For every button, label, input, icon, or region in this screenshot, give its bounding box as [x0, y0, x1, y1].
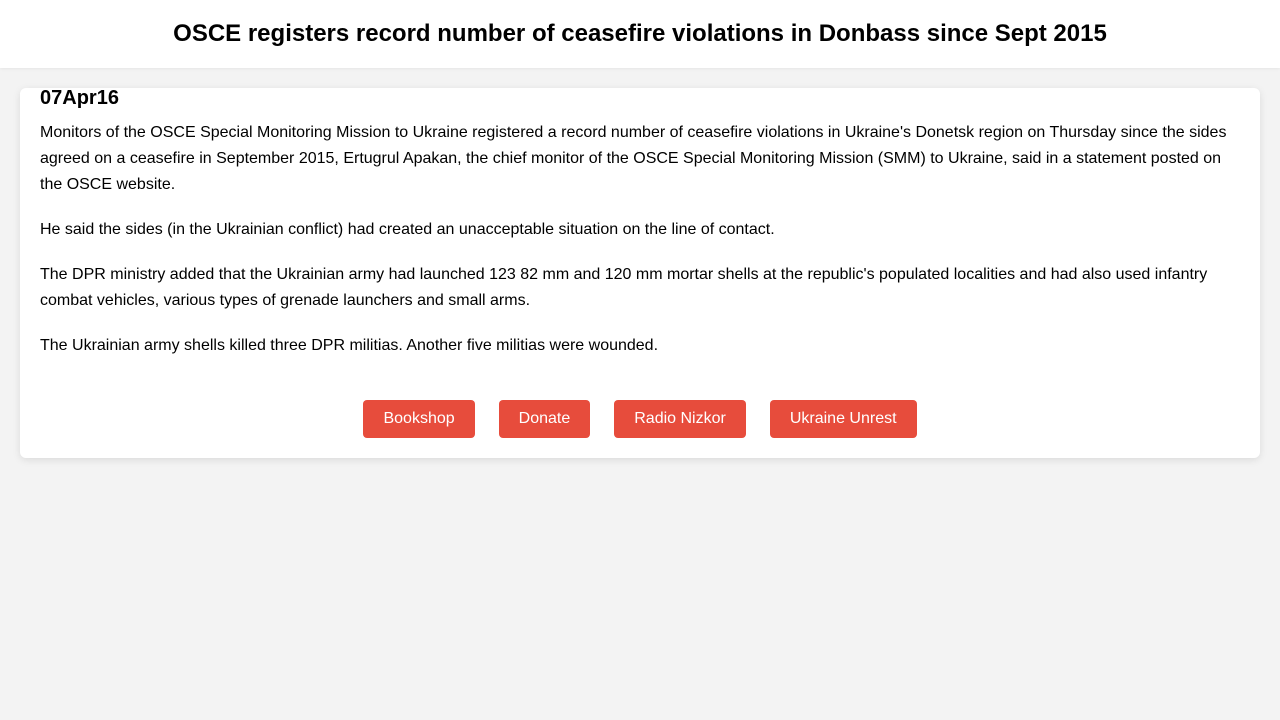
- article-date: 07Apr16: [40, 87, 119, 109]
- article-body: Monitors of the OSCE Special Monitoring …: [40, 120, 1240, 378]
- button-bar: Bookshop Donate Radio Nizkor Ukraine Unr…: [20, 400, 1260, 438]
- donate-button[interactable]: Donate: [498, 400, 591, 438]
- page-header: OSCE registers record number of ceasefir…: [0, 0, 1280, 68]
- article-paragraph-3: The DPR ministry added that the Ukrainia…: [40, 266, 1208, 309]
- article-paragraph-4: The Ukrainian army shells killed three D…: [40, 337, 659, 354]
- article-card: 07Apr16 Monitors of the OSCE Special Mon…: [20, 87, 1260, 458]
- bookshop-button[interactable]: Bookshop: [363, 400, 475, 438]
- radio-nizkor-button[interactable]: Radio Nizkor: [614, 400, 746, 438]
- article-paragraph-1: Monitors of the OSCE Special Monitoring …: [40, 124, 1227, 193]
- ukraine-unrest-button[interactable]: Ukraine Unrest: [769, 400, 917, 438]
- page-title: OSCE registers record number of ceasefir…: [173, 20, 1107, 47]
- article-paragraph-2: He said the sides (in the Ukrainian conf…: [40, 221, 775, 238]
